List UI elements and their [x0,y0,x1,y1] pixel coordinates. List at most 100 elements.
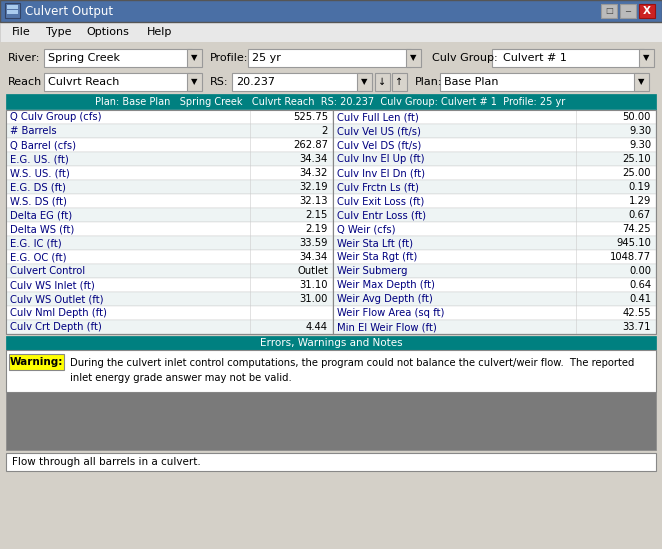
Bar [187,49,202,67]
Text: Culv Group:: Culv Group: [432,53,498,63]
Text: 25.10: 25.10 [622,154,651,164]
Text: Culv Inv El Up (ft): Culv Inv El Up (ft) [337,154,424,164]
Bar [6,292,333,306]
Text: ▼: ▼ [643,53,649,63]
Text: ↓: ↓ [378,77,386,87]
Bar [6,208,333,222]
Text: Culv Inv El Dn (ft): Culv Inv El Dn (ft) [337,168,425,178]
Text: Culv WS Outlet (ft): Culv WS Outlet (ft) [10,294,103,304]
Text: 2.15: 2.15 [306,210,328,220]
Text: 25 yr: 25 yr [252,53,281,63]
Text: ▼: ▼ [638,77,644,87]
Bar [6,453,656,471]
Text: RS:: RS: [210,77,228,87]
Bar [406,49,421,67]
Text: 33.59: 33.59 [299,238,328,248]
Bar [6,306,333,320]
Bar [5,3,20,18]
Text: inlet energy grade answer may not be valid.: inlet energy grade answer may not be val… [70,373,292,383]
Text: Type: Type [46,27,71,37]
Text: 1.29: 1.29 [629,196,651,206]
Text: Culv Entr Loss (ft): Culv Entr Loss (ft) [337,210,426,220]
Text: Warning:: Warning: [10,357,63,367]
Text: □: □ [605,7,613,15]
Text: Culvert Output: Culvert Output [25,4,113,18]
Bar [0,70,662,94]
Bar [620,4,636,18]
Text: 0.41: 0.41 [629,294,651,304]
Bar [6,392,656,450]
Bar [333,320,656,334]
Bar [6,320,333,334]
Text: Help: Help [147,27,172,37]
Text: ▼: ▼ [410,53,416,63]
Text: 33.71: 33.71 [622,322,651,332]
Text: 0.64: 0.64 [629,280,651,290]
Bar [333,222,656,236]
Bar [634,73,649,91]
Bar [639,4,655,18]
Text: Min El Weir Flow (ft): Min El Weir Flow (ft) [337,322,437,332]
Text: During the culvert inlet control computations, the program could not balance the: During the culvert inlet control computa… [70,358,634,368]
Text: Errors, Warnings and Notes: Errors, Warnings and Notes [260,338,402,348]
Text: Culv Full Len (ft): Culv Full Len (ft) [337,112,419,122]
Text: ▼: ▼ [191,77,197,87]
Text: Culvrt Reach: Culvrt Reach [48,77,119,87]
Bar [6,336,656,350]
Text: 9.30: 9.30 [629,140,651,150]
Text: 262.87: 262.87 [293,140,328,150]
Text: 32.19: 32.19 [299,182,328,192]
Text: 50.00: 50.00 [623,112,651,122]
Text: Delta WS (ft): Delta WS (ft) [10,224,74,234]
Text: W.S. US. (ft): W.S. US. (ft) [10,168,70,178]
Bar [357,73,372,91]
Bar [248,49,411,67]
Bar [7,10,18,14]
Bar [333,110,656,124]
Bar [492,49,644,67]
Text: Culv Nml Depth (ft): Culv Nml Depth (ft) [10,308,107,318]
Text: Culv Vel DS (ft/s): Culv Vel DS (ft/s) [337,140,421,150]
Bar [6,236,333,250]
Bar [333,236,656,250]
Bar [0,0,662,22]
Text: E.G. OC (ft): E.G. OC (ft) [10,252,66,262]
Bar [6,250,333,264]
Text: Flow through all barrels in a culvert.: Flow through all barrels in a culvert. [12,457,201,467]
Bar [6,152,333,166]
Bar [6,138,333,152]
Text: Q Barrel (cfs): Q Barrel (cfs) [10,140,76,150]
Bar [333,306,656,320]
Text: 32.13: 32.13 [299,196,328,206]
Bar [375,73,390,91]
Text: File: File [12,27,30,37]
Text: Weir Avg Depth (ft): Weir Avg Depth (ft) [337,294,433,304]
Text: Culv Frctn Ls (ft): Culv Frctn Ls (ft) [337,182,419,192]
Text: Weir Sta Lft (ft): Weir Sta Lft (ft) [337,238,413,248]
Text: 0.67: 0.67 [629,210,651,220]
Text: ▼: ▼ [191,53,197,63]
Bar [6,180,333,194]
Bar [333,250,656,264]
Text: Options: Options [86,27,129,37]
Bar [6,166,333,180]
Text: 20.237: 20.237 [236,77,275,87]
Text: 42.55: 42.55 [622,308,651,318]
Bar [6,124,333,138]
Bar [333,208,656,222]
Text: 25.00: 25.00 [622,168,651,178]
Bar [187,73,202,91]
Text: E.G. DS (ft): E.G. DS (ft) [10,182,66,192]
Text: 945.10: 945.10 [616,238,651,248]
Text: 0.19: 0.19 [629,182,651,192]
Text: # Barrels: # Barrels [10,126,57,136]
Text: Culv WS Inlet (ft): Culv WS Inlet (ft) [10,280,95,290]
Text: ▼: ▼ [361,77,367,87]
Text: ─: ─ [626,7,630,15]
Text: 34.34: 34.34 [300,154,328,164]
Text: 31.00: 31.00 [300,294,328,304]
Text: Profile:: Profile: [210,53,248,63]
Text: 34.34: 34.34 [300,252,328,262]
Text: E.G. US. (ft): E.G. US. (ft) [10,154,69,164]
Text: Culvert Control: Culvert Control [10,266,85,276]
